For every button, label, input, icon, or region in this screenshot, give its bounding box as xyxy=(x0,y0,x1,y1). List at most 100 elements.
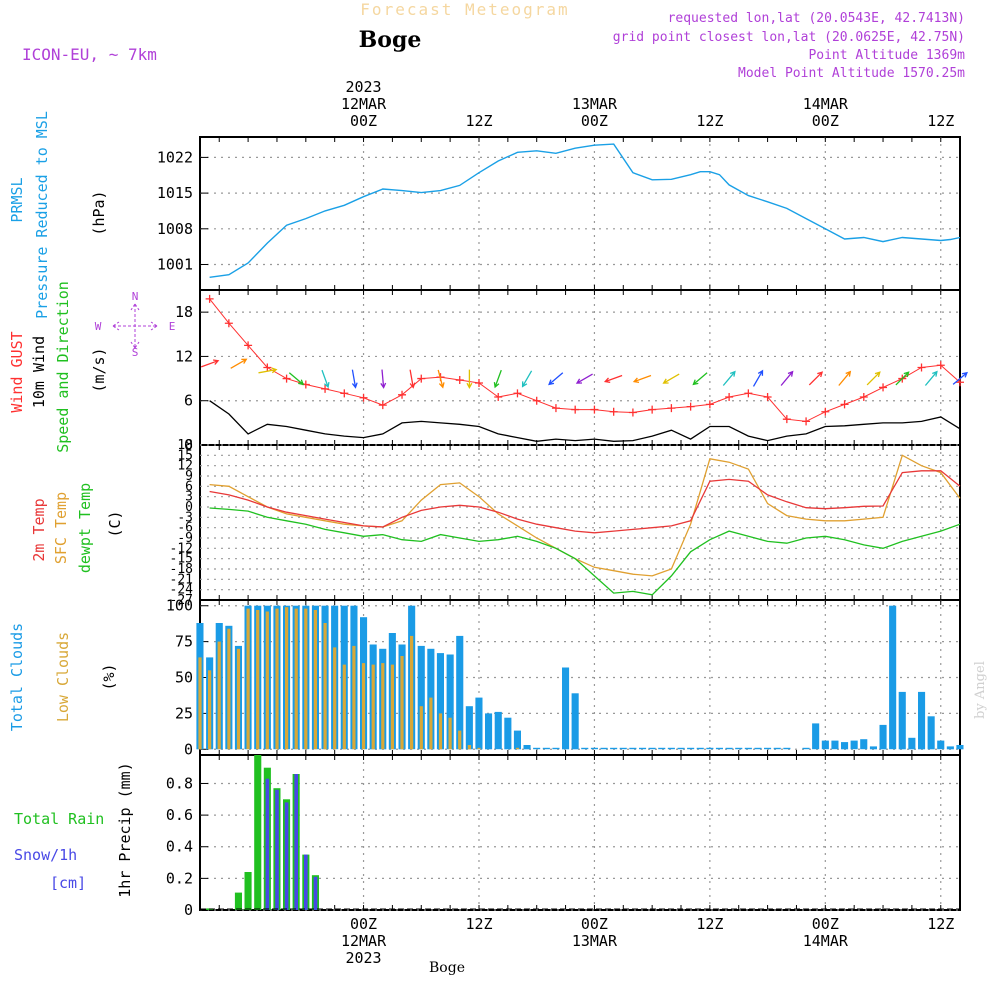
low-cloud-bar xyxy=(217,641,221,750)
compass-w: W xyxy=(95,320,102,333)
snow-bar xyxy=(313,876,318,910)
wind-direction-arrow xyxy=(952,371,968,385)
wind-direction-arrow xyxy=(692,372,708,386)
gust-marker xyxy=(590,405,599,414)
total-cloud-bar xyxy=(504,717,512,750)
gust-line xyxy=(209,298,961,422)
low-clouds-label: Low Clouds xyxy=(54,632,72,722)
precip-unit: 1hr Precip (mm) xyxy=(116,762,134,897)
total-cloud-bar xyxy=(715,747,723,750)
snow-bar xyxy=(284,802,289,910)
gust-marker xyxy=(205,294,214,303)
bottom-axis-label: 00Z xyxy=(812,915,839,933)
gust-marker xyxy=(340,389,349,398)
total-cloud-bar xyxy=(860,739,868,750)
low-cloud-bar xyxy=(294,608,298,750)
snow-bar xyxy=(304,854,308,910)
ytick-label: 1015 xyxy=(157,184,193,202)
snow-bar xyxy=(275,789,279,910)
total-cloud-bar xyxy=(937,740,945,750)
bottom-axis-label: 00Z xyxy=(350,915,377,933)
compass-arrows xyxy=(112,303,158,349)
wind-direction-arrow xyxy=(230,358,248,369)
ytick-label: 1001 xyxy=(157,256,193,274)
low-cloud-bar xyxy=(265,611,269,750)
low-cloud-bar xyxy=(438,713,443,750)
wind-direction-arrow xyxy=(521,370,533,388)
low-cloud-bar xyxy=(371,664,375,750)
station-name: Boge xyxy=(359,27,422,53)
low-cloud-bar xyxy=(400,656,404,750)
gust-marker xyxy=(821,407,830,416)
top-axis-label: 2023 xyxy=(345,78,381,96)
bottom-axis-label: 12Z xyxy=(465,915,492,933)
total-cloud-bar xyxy=(619,747,627,750)
bottom-axis-label: 12MAR xyxy=(341,932,387,950)
compass-e: E xyxy=(169,320,176,333)
gust-marker xyxy=(936,361,945,370)
total-cloud-bar xyxy=(581,747,589,750)
gust-marker xyxy=(917,363,926,372)
top-axis-label: 00Z xyxy=(581,112,608,130)
gust-marker xyxy=(532,396,541,405)
total-cloud-bar xyxy=(667,747,675,750)
low-cloud-bar xyxy=(285,607,289,750)
ytick-label: 0.6 xyxy=(166,806,193,824)
dewpt-line xyxy=(209,507,961,596)
total-cloud-bar xyxy=(590,747,598,750)
sfc-temp-line xyxy=(209,454,961,577)
panels: 10011008101510220612181815129630-3-6-9-1… xyxy=(157,136,968,919)
top-axis-label: 12Z xyxy=(465,112,492,130)
gust-marker xyxy=(321,384,330,393)
wind-direction-arrow xyxy=(895,371,910,386)
total-cloud-bar xyxy=(446,654,454,750)
panel-labels: PRMSL Pressure Reduced to MSL (hPa) Wind GU… xyxy=(8,111,175,898)
total-cloud-bar xyxy=(513,730,521,750)
low-cloud-bar xyxy=(323,623,327,750)
total-cloud-bar xyxy=(600,747,608,750)
low-cloud-bar xyxy=(467,745,471,750)
ytick-label: 0.4 xyxy=(166,838,193,856)
gust-marker xyxy=(571,405,580,414)
ytick-label: -6 xyxy=(177,521,193,536)
total-cloud-bar xyxy=(956,745,964,750)
total-cloud-bar xyxy=(533,747,541,750)
total-cloud-bar xyxy=(648,747,656,750)
gust-marker xyxy=(648,405,657,414)
wind-direction-arrow xyxy=(866,371,881,386)
ytick-label: -27 xyxy=(170,593,193,608)
top-axis-label: 12Z xyxy=(927,112,954,130)
dewpt-label: dewpt Temp xyxy=(76,483,94,573)
total-cloud-bar xyxy=(773,747,781,750)
total-cloud-bar xyxy=(889,605,897,750)
wind-direction-arrow xyxy=(321,369,330,389)
compass-s: S xyxy=(132,346,139,359)
low-cloud-bar xyxy=(208,670,212,750)
gust-marker xyxy=(224,319,233,328)
gust-marker xyxy=(763,393,772,402)
wind-direction-arrow xyxy=(603,374,623,384)
gust-marker xyxy=(725,393,734,402)
ytick-label: 0 xyxy=(184,740,193,758)
bottom-axis-label: 13MAR xyxy=(572,932,618,950)
total-cloud-bar xyxy=(456,635,464,750)
low-cloud-bar xyxy=(419,706,423,750)
wind-unit: (m/s) xyxy=(90,347,108,392)
total-cloud-bar xyxy=(841,742,849,750)
low-cloud-bar xyxy=(333,647,337,750)
prmsl-unit: (hPa) xyxy=(90,190,108,235)
total-cloud-bar xyxy=(523,745,531,750)
gust-marker xyxy=(840,400,849,409)
gust-marker xyxy=(782,415,791,424)
ytick-label: 0.8 xyxy=(166,774,193,792)
clouds-panel: 0 25 50 75 100 xyxy=(166,597,964,758)
prmsl-label: PRMSL xyxy=(8,177,26,222)
prmsl-panel: 1001 1008 1015 1022 xyxy=(157,136,961,291)
total-cloud-bar xyxy=(927,716,935,750)
point-altitude: Point Altitude 1369m xyxy=(808,48,965,63)
requested-coords: requested lon,lat (20.0543E, 42.7413N) xyxy=(668,11,965,26)
total-cloud-bar xyxy=(908,737,916,750)
ytick-label: -12 xyxy=(170,541,193,556)
total-cloud-bar xyxy=(485,713,493,750)
